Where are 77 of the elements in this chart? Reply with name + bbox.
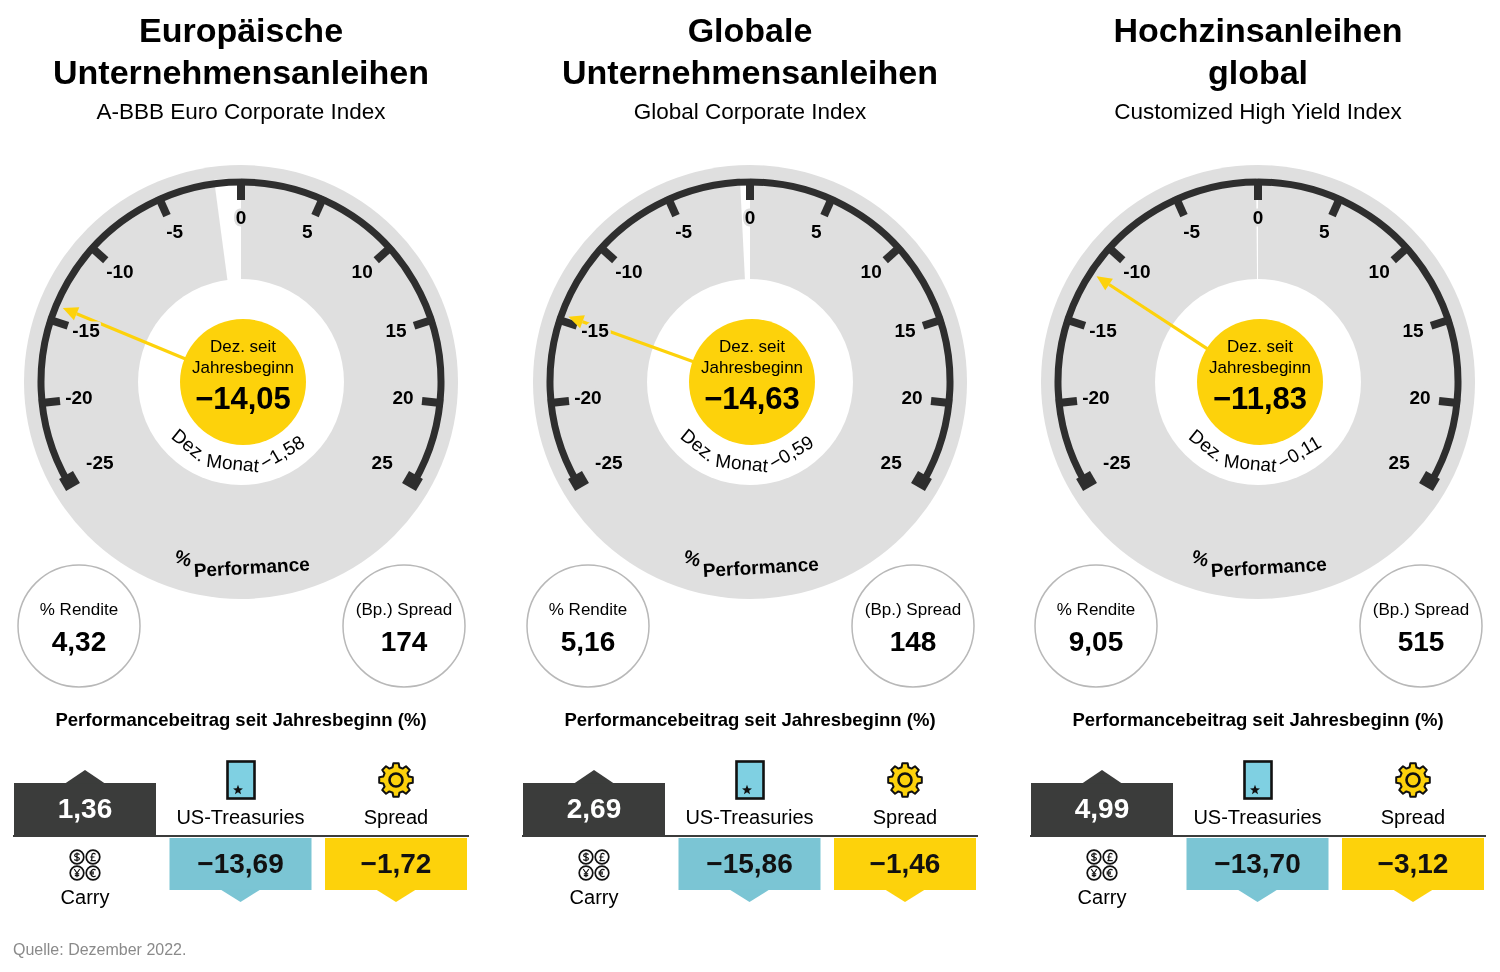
category-label: US-Treasuries xyxy=(685,805,814,828)
text: 25 xyxy=(1388,451,1411,473)
text: 0 xyxy=(235,207,247,229)
text: -5 xyxy=(1183,221,1201,243)
series-label: Dez. seit Jahresbeginn xyxy=(1208,336,1312,377)
text: Globale Unternehmensanleihen xyxy=(562,11,938,92)
category-label: US-Treasuries xyxy=(1193,805,1322,828)
category-label: (Bp.) Spread xyxy=(1372,599,1470,619)
text: A-BBB Euro Corporate Index xyxy=(96,99,387,125)
text: -15 xyxy=(72,319,101,341)
data-label: 515 xyxy=(1397,625,1445,657)
text: 25 xyxy=(371,451,394,473)
data-label: −1,46 xyxy=(869,847,941,879)
series-label: Dez. seit Jahresbeginn xyxy=(191,336,295,377)
text: % Performance xyxy=(1189,545,1328,582)
category-label: Spread xyxy=(1380,805,1446,828)
data-label: −13,70 xyxy=(1214,847,1301,879)
text: Europäische Unternehmensanleihen xyxy=(53,11,429,92)
data-label: −11,83 xyxy=(1213,380,1307,416)
text: % Performance xyxy=(681,545,820,582)
text: -15 xyxy=(1089,319,1118,341)
text: 5 xyxy=(811,221,823,243)
text: Global Corporate Index xyxy=(633,99,868,125)
text: Customized High Yield Index xyxy=(1114,99,1403,125)
text: 0 xyxy=(744,207,756,229)
text: -20 xyxy=(1082,387,1110,409)
data-label: −14,63 xyxy=(704,380,800,416)
category-label: Carry xyxy=(1077,885,1127,908)
source-note: Quelle: Dezember 2022. xyxy=(13,941,187,959)
text: -25 xyxy=(595,451,623,473)
text: -5 xyxy=(675,221,693,243)
text: Performancebeitrag seit Jahresbeginn (%) xyxy=(564,709,936,731)
text: Performancebeitrag seit Jahresbeginn (%) xyxy=(1072,709,1444,731)
text: 20 xyxy=(392,387,414,409)
data-label: 1,36 xyxy=(57,792,113,824)
text: 20 xyxy=(901,387,923,409)
text: -10 xyxy=(106,261,134,283)
category-label: (Bp.) Spread xyxy=(864,599,962,619)
category-label: Carry xyxy=(60,885,110,908)
text: -10 xyxy=(1123,261,1151,283)
category-label: % Rendite xyxy=(548,599,628,619)
text: % Performance xyxy=(172,545,311,582)
data-label: 4,99 xyxy=(1074,792,1130,824)
data-label: −14,05 xyxy=(195,380,291,416)
text: Performancebeitrag seit Jahresbeginn (%) xyxy=(55,709,427,731)
text: 10 xyxy=(860,261,882,283)
category-label: % Rendite xyxy=(1056,599,1136,619)
category-label: Spread xyxy=(872,805,938,828)
data-label: −15,86 xyxy=(706,847,793,879)
text: 15 xyxy=(894,319,917,341)
text: 25 xyxy=(880,451,903,473)
text: 0 xyxy=(1252,207,1264,229)
text: 20 xyxy=(1409,387,1431,409)
category-label: Spread xyxy=(363,805,429,828)
data-label: 5,16 xyxy=(560,625,616,657)
text: -25 xyxy=(1103,451,1131,473)
text: -25 xyxy=(86,451,114,473)
text: -20 xyxy=(574,387,602,409)
text: 5 xyxy=(302,221,314,243)
data-label: 9,05 xyxy=(1068,625,1124,657)
text: 10 xyxy=(351,261,373,283)
text: 15 xyxy=(385,319,408,341)
data-label: −13,69 xyxy=(197,847,284,879)
data-label: −1,72 xyxy=(360,847,432,879)
category-label: Carry xyxy=(569,885,619,908)
text: -10 xyxy=(615,261,643,283)
text: 5 xyxy=(1319,221,1331,243)
series-label: Dez. seit Jahresbeginn xyxy=(700,336,804,377)
data-label: −3,12 xyxy=(1377,847,1449,879)
text: 15 xyxy=(1402,319,1425,341)
category-label: US-Treasuries xyxy=(176,805,305,828)
text: -20 xyxy=(65,387,93,409)
data-label: 148 xyxy=(889,625,937,657)
text: 10 xyxy=(1368,261,1390,283)
text: Hochzinsanleihen global xyxy=(1113,11,1403,92)
text: -5 xyxy=(166,221,184,243)
data-label: 2,69 xyxy=(566,792,622,824)
